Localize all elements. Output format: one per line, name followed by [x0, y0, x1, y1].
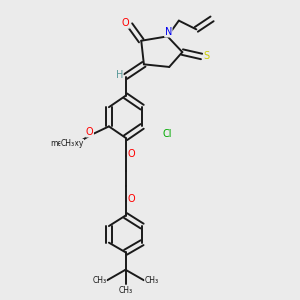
Text: H: H — [116, 70, 123, 80]
Text: methoxy: methoxy — [50, 140, 84, 148]
Text: CH₃: CH₃ — [61, 140, 75, 148]
Text: S: S — [204, 52, 210, 61]
Text: methoxy: methoxy — [70, 142, 77, 144]
Text: Cl: Cl — [163, 129, 172, 139]
Text: O: O — [122, 18, 129, 28]
Text: CH₃: CH₃ — [92, 276, 106, 285]
Text: O: O — [128, 194, 136, 204]
Text: O: O — [86, 127, 94, 137]
Text: N: N — [165, 27, 172, 37]
Text: CH₃: CH₃ — [118, 286, 133, 295]
Text: CH₃: CH₃ — [145, 276, 159, 285]
Text: O: O — [128, 149, 136, 159]
